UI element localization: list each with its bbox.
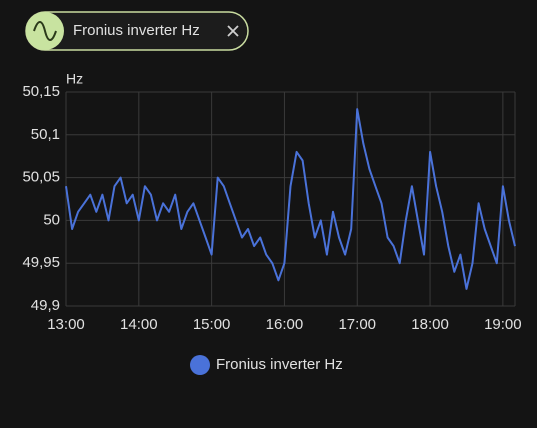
x-tick-label: 17:00 — [338, 316, 376, 333]
x-tick-label: 13:00 — [47, 316, 85, 333]
x-tick-label: 18:00 — [411, 316, 449, 333]
y-axis-label: Hz — [66, 71, 83, 87]
legend-swatch — [190, 355, 210, 375]
y-tick-label: 50,15 — [22, 83, 60, 100]
x-tick-label: 16:00 — [266, 316, 304, 333]
legend-label[interactable]: Fronius inverter Hz — [216, 356, 343, 373]
chip-close[interactable] — [227, 25, 239, 37]
x-tick-label: 19:00 — [484, 316, 522, 333]
y-tick-label: 49,95 — [22, 254, 60, 271]
y-tick-label: 49,9 — [31, 297, 60, 314]
y-tick-label: 50 — [43, 211, 60, 228]
x-tick-label: 14:00 — [120, 316, 158, 333]
y-tick-label: 50,05 — [22, 169, 60, 186]
series-line — [65, 108, 516, 290]
x-tick-label: 15:00 — [193, 316, 231, 333]
chip-label: Fronius inverter Hz — [73, 22, 200, 39]
sine-icon — [33, 21, 57, 41]
y-tick-label: 50,1 — [31, 126, 60, 143]
